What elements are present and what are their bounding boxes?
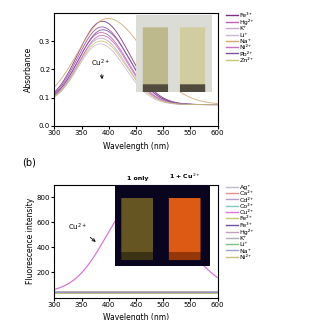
Text: Cu$^{2+}$: Cu$^{2+}$ xyxy=(68,222,95,241)
X-axis label: Wavelength (nm): Wavelength (nm) xyxy=(103,313,169,320)
Legend: Fe³⁺, Hg²⁺, K⁺, Li⁺, Na⁺, Ni²⁺, Pb²⁺, Zn²⁺: Fe³⁺, Hg²⁺, K⁺, Li⁺, Na⁺, Ni²⁺, Pb²⁺, Zn… xyxy=(224,10,257,66)
Y-axis label: Absorbance: Absorbance xyxy=(24,47,33,92)
Text: Cu$^{2+}$: Cu$^{2+}$ xyxy=(92,58,110,78)
Y-axis label: Fluorescence intensity: Fluorescence intensity xyxy=(26,198,35,284)
X-axis label: Wavelength (nm): Wavelength (nm) xyxy=(103,141,169,150)
Text: (b): (b) xyxy=(22,157,36,167)
Legend: Ag⁺, Ca²⁺, Cd²⁺, Co²⁺, Cu²⁺, Fe²⁺, Fe³⁺, Hg²⁺, K⁺, Li⁺, Na⁺, Ni²⁺: Ag⁺, Ca²⁺, Cd²⁺, Co²⁺, Cu²⁺, Fe²⁺, Fe³⁺,… xyxy=(224,182,257,262)
